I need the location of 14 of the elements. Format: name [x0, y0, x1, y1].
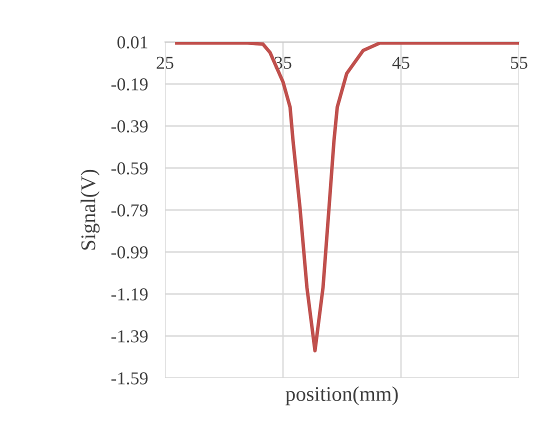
- y-axis-title: Signal(V): [80, 170, 100, 250]
- x-tick-label: 45: [392, 56, 410, 69]
- y-tick-label: -1.19: [111, 288, 148, 301]
- x-axis-title: position(mm): [286, 386, 398, 406]
- y-tick-label: -0.19: [111, 78, 148, 91]
- y-tick-label: -0.99: [111, 246, 148, 259]
- y-tick-label: -1.59: [111, 372, 148, 385]
- y-tick-label: 0.01: [117, 36, 148, 49]
- x-tick-label: 55: [511, 56, 528, 69]
- y-tick-label: -0.39: [111, 120, 148, 133]
- y-tick-label: -0.79: [111, 204, 148, 217]
- x-tick-label: 25: [156, 56, 174, 69]
- y-tick-label: -0.59: [111, 162, 148, 175]
- y-tick-label: -1.39: [111, 330, 148, 343]
